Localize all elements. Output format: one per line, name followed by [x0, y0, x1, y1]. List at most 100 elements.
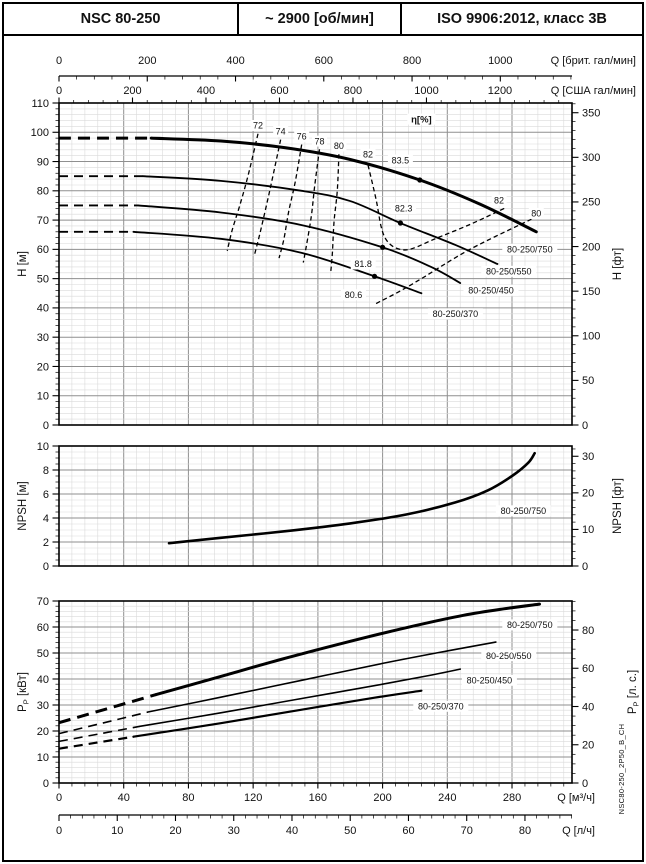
y-tick-label: 60: [37, 622, 49, 634]
y-tick-label: 350: [582, 108, 600, 120]
y-tick-label: 0: [582, 420, 588, 432]
curve-80-250-370: [132, 230, 423, 295]
y-tick-label: 60: [37, 244, 49, 256]
eff-contour-80: [375, 218, 532, 305]
y-tick-label: 40: [582, 701, 594, 713]
y-tick-label: 20: [37, 726, 49, 738]
label-bg: [491, 194, 507, 206]
curve-name-label: 80-250/450: [468, 286, 514, 296]
axis-title-npsh-ft: NPSH [фт]: [612, 478, 624, 534]
eff-label: 76: [297, 132, 307, 142]
x-tick-label: 160: [309, 792, 327, 804]
label-bg: [461, 674, 517, 686]
label-bg: [273, 125, 289, 137]
y-tick-label: 4: [43, 513, 49, 525]
x-tick-label: 70: [461, 825, 473, 837]
curve-80-250-370: [132, 689, 423, 738]
y-tick-label: 10: [582, 524, 594, 536]
y-tick-label: 40: [37, 674, 49, 686]
x-tick-label: 50: [344, 825, 356, 837]
x-tick-label: 280: [503, 792, 521, 804]
eff-contour-82: [367, 164, 506, 251]
bep-dot: [397, 220, 403, 226]
curve-name-label: 80-250/750: [501, 506, 547, 516]
plot-border: [58, 102, 573, 426]
label-bg: [350, 258, 376, 270]
x-tick-label: 40: [118, 792, 130, 804]
x-tick-label: 600: [315, 55, 333, 67]
x-tick-label: 1200: [488, 85, 512, 97]
x-tick-label: 600: [270, 85, 288, 97]
y-tick-label: 50: [37, 648, 49, 660]
curve-80-250-550: [142, 175, 499, 265]
curve-name-label: 80-250/550: [486, 651, 532, 661]
y-tick-label: 40: [37, 303, 49, 315]
eff-label: 80: [334, 141, 344, 151]
bep-label: 83.5: [392, 155, 410, 165]
x-tick-label: 20: [169, 825, 181, 837]
curve-80-250-750: [154, 602, 542, 697]
y-tick-label: 80: [37, 186, 49, 198]
x-tick-label: 200: [123, 85, 141, 97]
bep-label: 82.3: [395, 204, 413, 214]
curve-name-label: 80-250/750: [507, 245, 553, 255]
label-bg: [360, 148, 376, 160]
y-tick-label: 50: [582, 375, 594, 387]
x-tick-label: 1000: [414, 85, 438, 97]
x-tick-label: 120: [244, 792, 262, 804]
x-tick-label: 800: [344, 85, 362, 97]
label-bg: [502, 619, 558, 631]
label-bg: [463, 284, 519, 296]
y-tick-label: 60: [582, 663, 594, 675]
x-tick-label: 40: [286, 825, 298, 837]
axis-lps: 0 10 20 30 40 50 60 70 80 Q [л/ч]: [56, 814, 595, 837]
plot-border: [58, 600, 573, 784]
curve-name-label: 80-250/750: [507, 620, 553, 630]
y-tick-label: 250: [582, 197, 600, 209]
y-tick-label: 110: [31, 98, 49, 110]
eff-label: 74: [276, 127, 286, 137]
label-bg: [481, 265, 537, 277]
x-tick-label: 80: [519, 825, 531, 837]
curve-80-250-750: [149, 136, 538, 234]
axis-title-head-ft: H [фт]: [612, 248, 624, 280]
label-bg: [341, 289, 366, 301]
drawing-code: NSC80-250_2P50_B_CH: [617, 724, 626, 815]
y-tick-label: 80: [582, 625, 594, 637]
bep-dot: [380, 244, 386, 250]
x-tick-label: 30: [228, 825, 240, 837]
eff-label: 82: [363, 149, 373, 159]
header-row: NSC 80-250 ~ 2900 [об/мин] ISO 9906:2012…: [2, 2, 644, 36]
label-bg: [528, 207, 544, 219]
y-tick-label: 50: [37, 273, 49, 285]
y-tick-label: 30: [37, 332, 49, 344]
y-tick-label: 70: [37, 596, 49, 608]
x-tick-label: 1000: [488, 55, 512, 67]
label-bg: [502, 243, 558, 255]
curve-name-label: 80-250/370: [418, 702, 464, 712]
axis-title-power-hp: PP [л. с.]: [627, 670, 641, 714]
y-tick-label: 150: [582, 286, 600, 298]
x-tick-label: 0: [56, 792, 62, 804]
axis-unit-imp-gpm: Q [брит. гал/мин]: [551, 55, 636, 67]
x-tick-label: 0: [56, 825, 62, 837]
y-tick-label: 0: [43, 420, 49, 432]
label-bg: [250, 120, 266, 131]
eff-contour-78: [302, 149, 321, 263]
label-bg: [312, 135, 327, 147]
x-tick-label: 200: [373, 792, 391, 804]
x-tick-label: 0: [56, 85, 62, 97]
eff-contour-80: [330, 154, 340, 272]
x-tick-label: 80: [182, 792, 194, 804]
y-tick-label: 100: [582, 331, 600, 343]
label-bg: [495, 505, 551, 517]
x-tick-label: 60: [402, 825, 414, 837]
eff-contour-74: [254, 139, 282, 254]
y-tick-label: 10: [37, 391, 49, 403]
y-tick-label: 0: [43, 561, 49, 573]
axis-m3h: 0 40 80 120 160 200 240 280 Q [м³/ч]: [56, 783, 595, 804]
bep-label: 80.6: [345, 290, 363, 300]
y-tick-label: 10: [37, 441, 49, 453]
x-tick-label: 400: [197, 85, 215, 97]
